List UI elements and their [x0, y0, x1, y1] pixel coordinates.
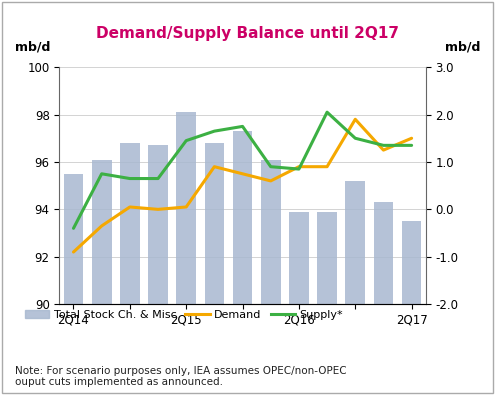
Bar [176, 112, 196, 395]
Bar [64, 174, 83, 395]
Bar [120, 143, 140, 395]
Bar [233, 131, 252, 395]
Bar [402, 221, 421, 395]
Text: Note: For scenario purposes only, IEA assumes OPEC/non-OPEC
ouput cuts implement: Note: For scenario purposes only, IEA as… [15, 365, 346, 387]
Bar [317, 212, 337, 395]
Text: mb/d: mb/d [445, 40, 480, 53]
Bar [148, 145, 168, 395]
Text: mb/d: mb/d [15, 40, 50, 53]
Bar [346, 181, 365, 395]
Bar [261, 160, 281, 395]
Bar [374, 202, 394, 395]
Bar [92, 160, 111, 395]
Bar [289, 212, 309, 395]
Bar [204, 143, 224, 395]
Legend: Total Stock Ch. & Misc, Demand, Supply*: Total Stock Ch. & Misc, Demand, Supply* [20, 305, 347, 324]
Text: Demand/Supply Balance until 2Q17: Demand/Supply Balance until 2Q17 [96, 26, 399, 41]
